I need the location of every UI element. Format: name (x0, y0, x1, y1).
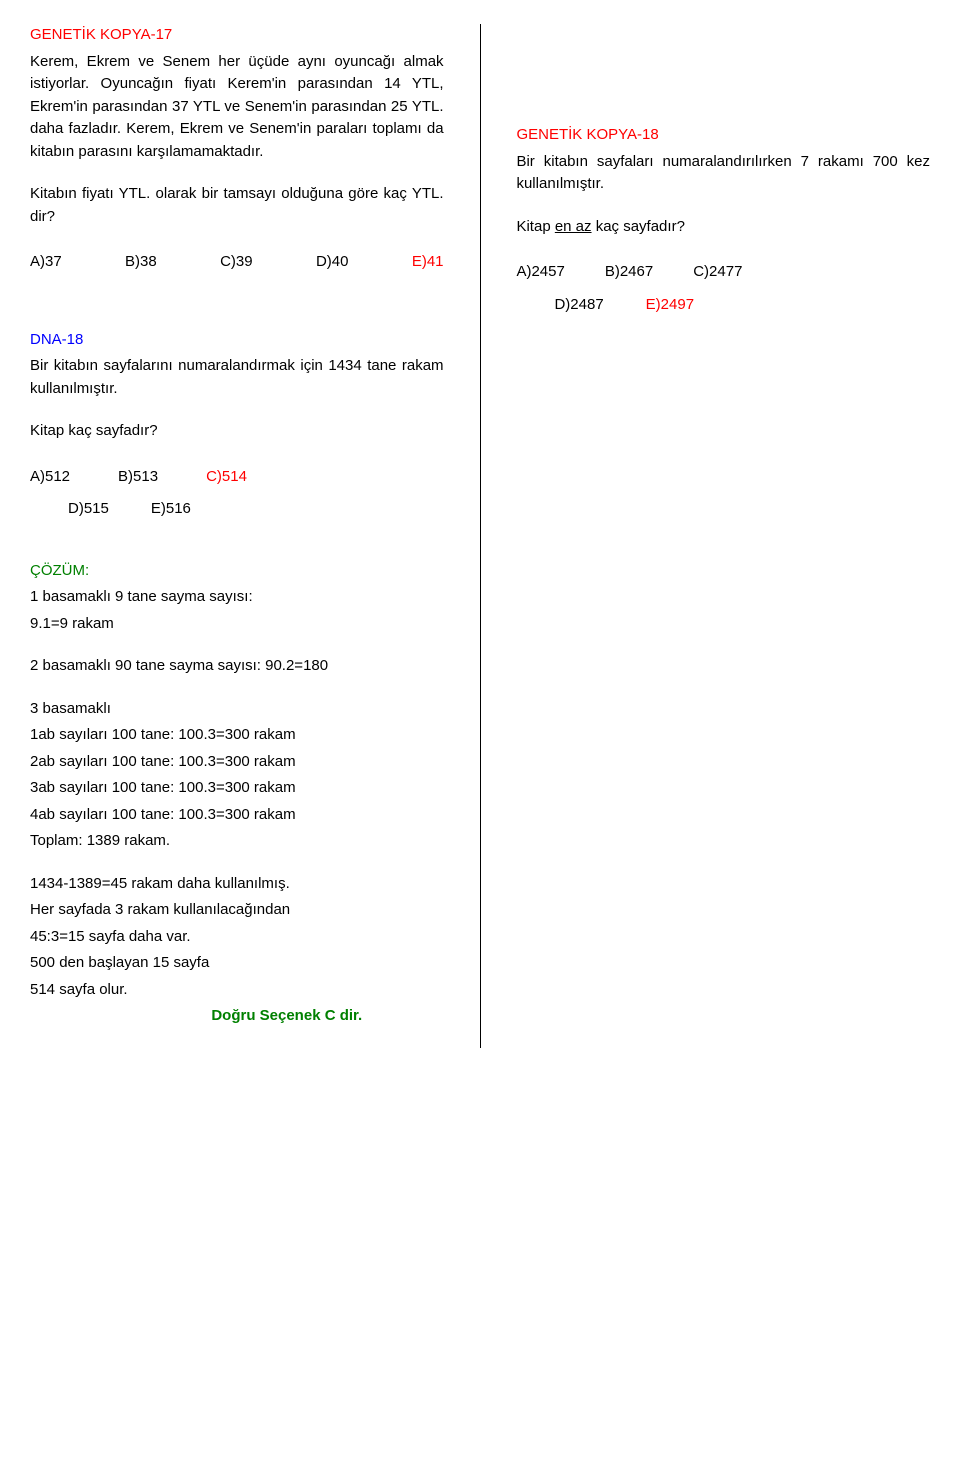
spacer (30, 682, 444, 698)
q18-opt-c: C)2477 (693, 258, 742, 287)
sol-line-10: 1434-1389=45 rakam daha kullanılmış. (30, 873, 444, 896)
top-offset (516, 24, 930, 124)
dna18-opt-c: C)514 (206, 463, 247, 492)
q18-ask-underlined: en az (555, 218, 592, 235)
sol-line-4: 3 basamaklı (30, 698, 444, 721)
q17-ask: Kitabın fiyatı YTL. olarak bir tamsayı o… (30, 183, 444, 228)
spacer (516, 200, 930, 216)
q17-opt-a: A)37 (30, 248, 62, 277)
q18-ask-pre: Kitap (516, 218, 554, 235)
question-18: GENETİK KOPYA-18 Bir kitabın sayfaları n… (516, 124, 930, 319)
q17-paragraph: Kerem, Ekrem ve Senem her üçüde aynı oyu… (30, 51, 444, 164)
dna18-options: A)512 B)513 C)514 D)515 E)516 (30, 463, 444, 524)
sol-line-2: 9.1=9 rakam (30, 613, 444, 636)
q18-ask: Kitap en az kaç sayfadır? (516, 216, 930, 239)
q18-title: GENETİK KOPYA-18 (516, 124, 930, 147)
spacer (30, 297, 444, 313)
q17-title: GENETİK KOPYA-17 (30, 24, 444, 47)
dna18-options-row1: A)512 B)513 C)514 (30, 463, 444, 492)
dna18-paragraph: Bir kitabın sayfalarını numaralandırmak … (30, 355, 444, 400)
sol-line-6: 2ab sayıları 100 tane: 100.3=300 rakam (30, 751, 444, 774)
page-two-column: GENETİK KOPYA-17 Kerem, Ekrem ve Senem h… (30, 24, 930, 1048)
sol-line-8: 4ab sayıları 100 tane: 100.3=300 rakam (30, 804, 444, 827)
spacer (30, 857, 444, 873)
dna18-options-row2: D)515 E)516 (68, 495, 444, 524)
column-divider (480, 24, 481, 1048)
spacer (30, 639, 444, 655)
spacer (30, 544, 444, 560)
dna18-title: DNA-18 (30, 329, 444, 352)
dna18-opt-b: B)513 (118, 463, 158, 492)
q18-options: A)2457 B)2467 C)2477 D)2487 E)2497 (516, 258, 930, 319)
spacer (516, 242, 930, 258)
sol-line-13: 500 den başlayan 15 sayfa (30, 952, 444, 975)
q18-ask-post: kaç sayfadır? (592, 218, 685, 235)
dna-18: DNA-18 Bir kitabın sayfalarını numaralan… (30, 329, 444, 524)
spacer (30, 232, 444, 248)
q17-opt-b: B)38 (125, 248, 157, 277)
q18-opt-a: A)2457 (516, 258, 564, 287)
sol-line-3: 2 basamaklı 90 tane sayma sayısı: 90.2=1… (30, 655, 444, 678)
spacer (30, 447, 444, 463)
solution-title: ÇÖZÜM: (30, 560, 444, 583)
right-column: GENETİK KOPYA-18 Bir kitabın sayfaları n… (516, 24, 930, 339)
sol-line-14: 514 sayfa olur. (30, 979, 444, 1002)
q18-options-row2: D)2487 E)2497 (554, 291, 930, 320)
dna18-opt-e: E)516 (151, 495, 191, 524)
q17-options: A)37 B)38 C)39 D)40 E)41 (30, 248, 444, 277)
dna18-opt-a: A)512 (30, 463, 70, 492)
q18-opt-d: D)2487 (554, 291, 603, 320)
solution-final: Doğru Seçenek C dir. (30, 1005, 444, 1028)
q18-options-row1: A)2457 B)2467 C)2477 (516, 258, 930, 287)
q17-opt-e: E)41 (412, 248, 444, 277)
left-column: GENETİK KOPYA-17 Kerem, Ekrem ve Senem h… (30, 24, 444, 1048)
dna18-ask: Kitap kaç sayfadır? (30, 420, 444, 443)
q18-paragraph: Bir kitabın sayfaları numaralandırılırke… (516, 151, 930, 196)
q17-opt-d: D)40 (316, 248, 349, 277)
spacer (30, 167, 444, 183)
q18-opt-e: E)2497 (646, 291, 694, 320)
q17-opt-c: C)39 (220, 248, 253, 277)
spacer (30, 404, 444, 420)
solution-block: ÇÖZÜM: 1 basamaklı 9 tane sayma sayısı: … (30, 560, 444, 1028)
dna18-opt-d: D)515 (68, 495, 109, 524)
question-17: GENETİK KOPYA-17 Kerem, Ekrem ve Senem h… (30, 24, 444, 277)
sol-line-1: 1 basamaklı 9 tane sayma sayısı: (30, 586, 444, 609)
sol-line-11: Her sayfada 3 rakam kullanılacağından (30, 899, 444, 922)
sol-line-7: 3ab sayıları 100 tane: 100.3=300 rakam (30, 777, 444, 800)
q18-opt-b: B)2467 (605, 258, 653, 287)
sol-line-5: 1ab sayıları 100 tane: 100.3=300 rakam (30, 724, 444, 747)
sol-line-9: Toplam: 1389 rakam. (30, 830, 444, 853)
sol-line-12: 45:3=15 sayfa daha var. (30, 926, 444, 949)
spacer (30, 313, 444, 329)
